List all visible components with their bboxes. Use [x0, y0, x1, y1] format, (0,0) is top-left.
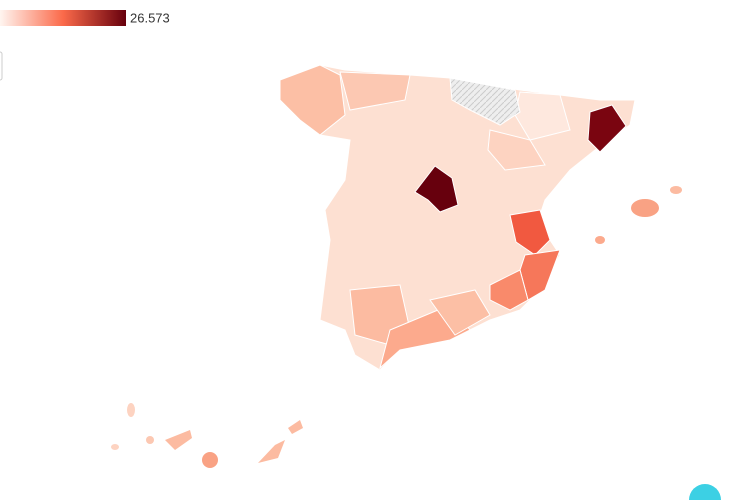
- balearic-islands: [595, 186, 682, 244]
- island: [165, 430, 192, 450]
- province: [279, 64, 346, 136]
- province: [509, 209, 551, 256]
- floating-button[interactable]: [689, 484, 721, 500]
- province: [587, 104, 627, 153]
- island: [111, 444, 119, 450]
- island: [288, 420, 303, 434]
- island: [595, 236, 605, 244]
- island: [258, 440, 285, 463]
- province: [339, 71, 411, 111]
- island: [146, 436, 154, 444]
- mainland: [279, 64, 636, 371]
- island: [670, 186, 682, 194]
- province: [519, 249, 561, 301]
- province: [487, 129, 546, 171]
- legend-color-bar: [0, 10, 126, 26]
- island: [127, 403, 135, 417]
- province: [489, 269, 529, 311]
- legend-max-label: 26.573: [130, 10, 170, 25]
- island: [631, 199, 659, 217]
- side-control[interactable]: [0, 51, 3, 81]
- no-data-region: [449, 77, 521, 126]
- canary-islands: [111, 403, 303, 468]
- island: [202, 452, 218, 468]
- province: [414, 165, 459, 213]
- legend: 26.573: [0, 10, 170, 26]
- province: [429, 289, 491, 336]
